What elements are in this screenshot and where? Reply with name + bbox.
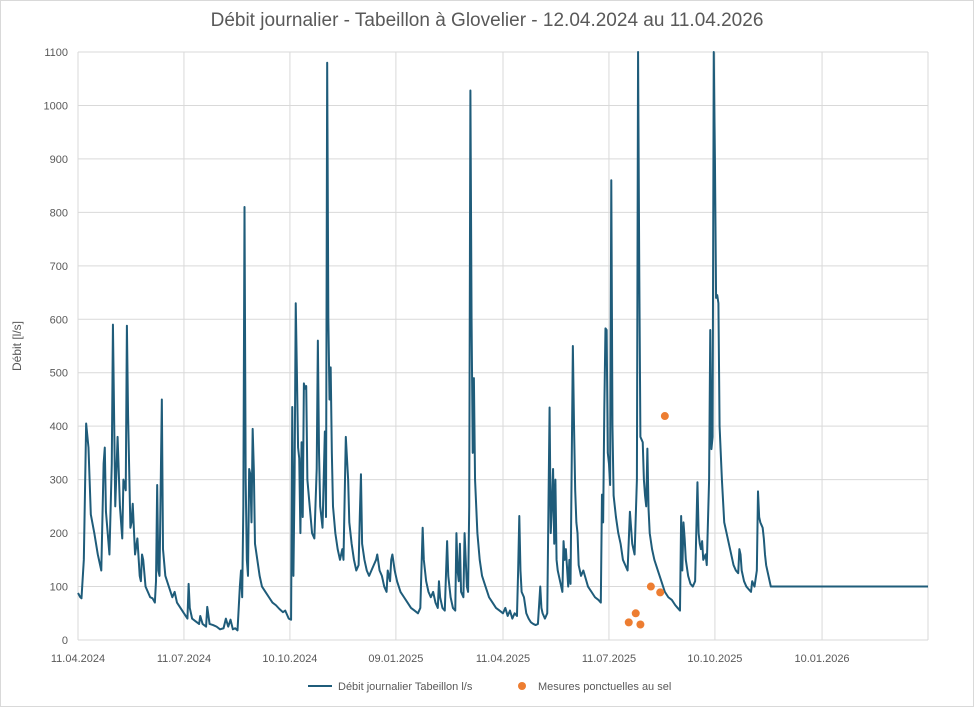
y-tick-label: 0 [62,635,68,647]
salt-measurement-point [656,588,665,597]
salt-measurement-point [624,618,633,627]
x-tick-label: 11.04.2025 [476,653,530,665]
x-tick-label: 10.10.2025 [687,653,742,665]
y-tick-label: 100 [50,582,68,594]
x-tick-label: 11.07.2025 [582,653,636,665]
x-tick-label: 11.04.2024 [51,653,105,665]
salt-measurement-point [646,582,655,591]
y-tick-labels: 0 100 200 300 400 500 600 700 800 900 1000 1100 [44,47,68,647]
legend-label-salt: Mesures ponctuelles au sel [538,681,671,693]
gridlines [77,51,929,641]
y-tick-label: 600 [50,314,68,326]
x-tick-labels: 11.04.2024 11.07.2024 10.10.2024 09.01.2025… [51,653,850,665]
y-tick-label: 1000 [44,100,68,112]
salt-measurement-point [636,620,645,629]
salt-measurement-point [660,412,669,421]
x-tick-label: 10.01.2026 [795,653,850,665]
x-tick-label: 09.01.2025 [368,653,423,665]
legend-label-flow: Débit journalier Tabeillon l/s [338,681,473,693]
chart-title: Débit journalier - Tabeillon à Glovelier… [210,10,764,31]
y-tick-label: 700 [50,261,68,273]
y-tick-label: 1100 [44,47,68,59]
y-tick-label: 800 [50,207,68,219]
y-tick-label: 400 [50,421,68,433]
legend: Débit journalier Tabeillon l/s Mesures p… [308,681,671,693]
salt-measurement-point [631,609,640,618]
y-tick-label: 900 [50,154,68,166]
x-tick-label: 10.10.2024 [262,653,317,665]
y-tick-label: 200 [50,528,68,540]
x-tick-label: 11.07.2024 [157,653,211,665]
legend-dot-swatch [518,682,526,690]
y-tick-label: 300 [50,475,68,487]
series-layer [77,51,928,632]
y-tick-label: 500 [50,368,68,380]
series-line-debit [77,51,928,632]
